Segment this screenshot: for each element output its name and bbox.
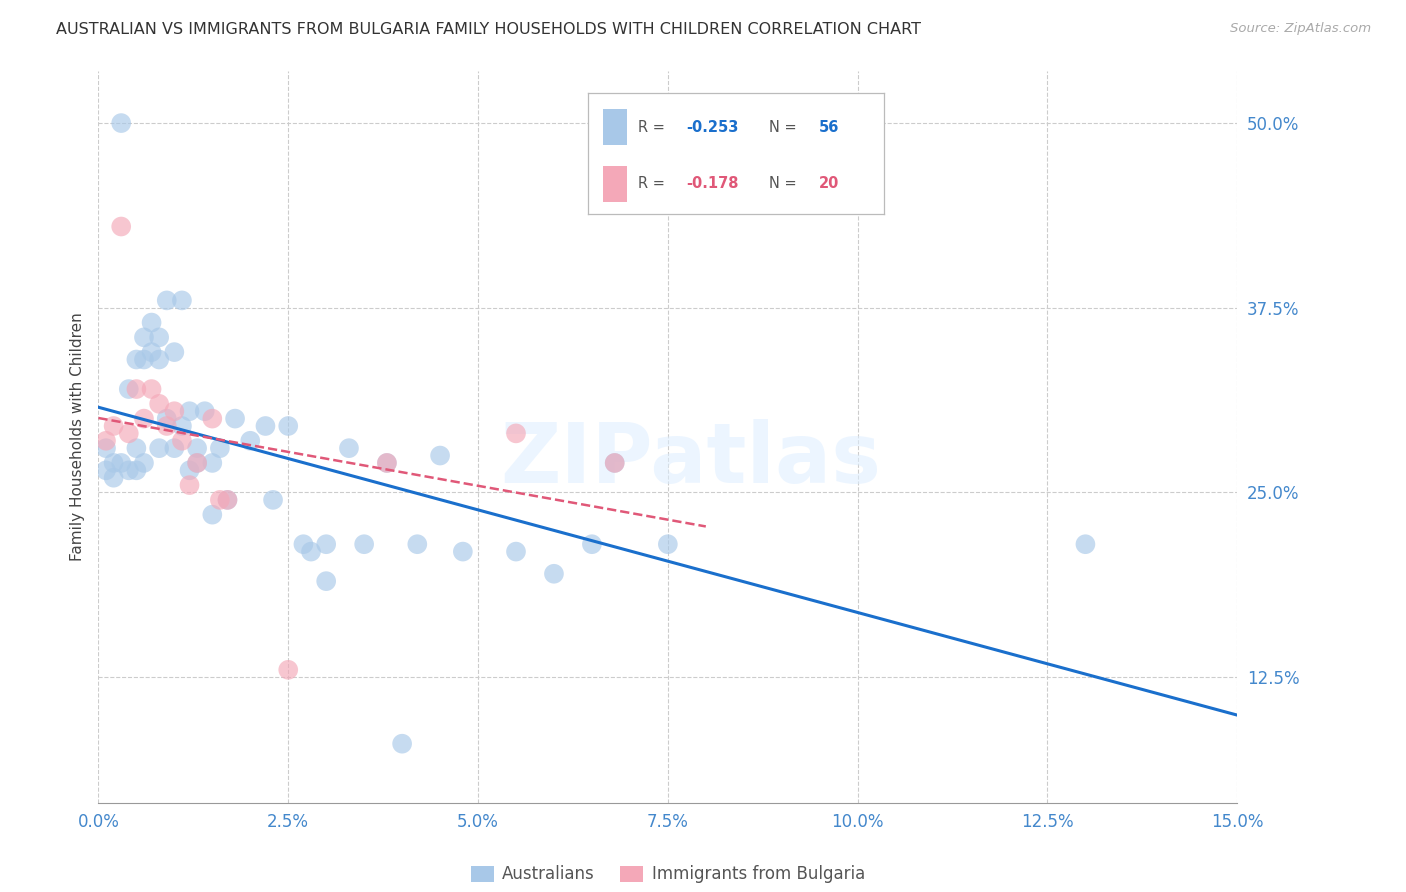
Point (375, 456, 398, 470)
Point (299, 544, 322, 558)
Point (315, 574, 337, 589)
Point (110, 456, 132, 470)
Point (125, 441, 148, 455)
Point (292, 537, 315, 551)
Point (505, 544, 527, 558)
Point (391, 737, 413, 751)
Point (94, 441, 117, 455)
Point (156, 419, 179, 434)
Point (505, 426, 527, 441)
Point (103, 471, 125, 485)
Point (657, 537, 679, 551)
Point (118, 463, 141, 477)
Point (406, 537, 429, 551)
Legend: Australians, Immigrants from Bulgaria: Australians, Immigrants from Bulgaria (464, 859, 872, 890)
Point (156, 293, 179, 308)
Y-axis label: Family Households with Children: Family Households with Children (69, 313, 84, 561)
Point (186, 441, 208, 455)
Point (201, 508, 224, 522)
Point (118, 426, 141, 441)
Point (217, 492, 239, 507)
Point (179, 463, 201, 477)
Point (429, 449, 451, 463)
Point (94, 463, 117, 477)
Point (337, 441, 360, 455)
Point (194, 404, 217, 418)
Point (603, 456, 626, 470)
Point (201, 456, 224, 470)
Point (132, 352, 155, 367)
Point (103, 456, 125, 470)
Point (148, 330, 170, 344)
Point (179, 404, 201, 418)
Point (201, 411, 224, 425)
Point (581, 537, 603, 551)
Point (141, 382, 163, 396)
Point (217, 492, 239, 507)
Point (163, 404, 186, 418)
Point (315, 537, 337, 551)
Text: Source: ZipAtlas.com: Source: ZipAtlas.com (1230, 22, 1371, 36)
Point (239, 434, 262, 448)
Point (141, 316, 163, 330)
Point (603, 456, 626, 470)
Point (156, 411, 179, 425)
Point (186, 456, 208, 470)
Point (1074, 537, 1097, 551)
Point (125, 352, 148, 367)
Point (170, 419, 193, 434)
Point (94, 434, 117, 448)
Point (132, 330, 155, 344)
Point (186, 456, 208, 470)
Point (110, 219, 132, 234)
Point (353, 537, 375, 551)
Point (141, 345, 163, 359)
Point (543, 566, 565, 581)
Point (208, 492, 231, 507)
Point (224, 411, 246, 425)
Point (170, 293, 193, 308)
Point (148, 352, 170, 367)
Point (254, 419, 277, 434)
Text: ZIPatlas: ZIPatlas (501, 418, 882, 500)
Point (208, 441, 231, 455)
Point (163, 345, 186, 359)
Point (179, 478, 201, 492)
Point (132, 456, 155, 470)
Point (262, 492, 284, 507)
Point (110, 116, 132, 130)
Point (451, 544, 474, 558)
Point (277, 419, 299, 434)
Point (103, 419, 125, 434)
Point (277, 663, 299, 677)
Point (118, 382, 141, 396)
Point (148, 441, 170, 455)
Point (125, 463, 148, 477)
Point (163, 441, 186, 455)
Point (125, 382, 148, 396)
Point (148, 397, 170, 411)
Point (375, 456, 398, 470)
Point (132, 411, 155, 425)
Point (170, 434, 193, 448)
Text: AUSTRALIAN VS IMMIGRANTS FROM BULGARIA FAMILY HOUSEHOLDS WITH CHILDREN CORRELATI: AUSTRALIAN VS IMMIGRANTS FROM BULGARIA F… (56, 22, 921, 37)
